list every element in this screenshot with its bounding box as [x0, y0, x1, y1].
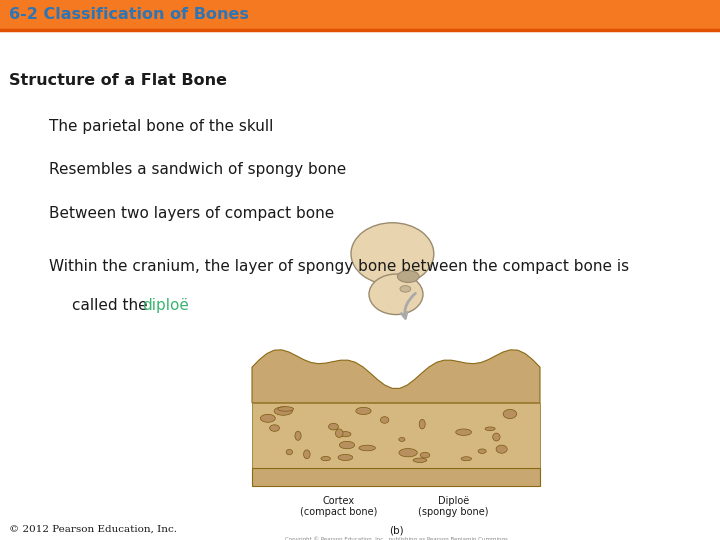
Ellipse shape	[478, 449, 486, 454]
Bar	[252, 468, 540, 486]
Text: Structure of a Flat Bone: Structure of a Flat Bone	[9, 73, 227, 88]
Text: Resembles a sandwich of spongy bone: Resembles a sandwich of spongy bone	[49, 162, 346, 177]
Bar	[0, 0, 720, 30]
Ellipse shape	[340, 431, 351, 437]
Text: called the: called the	[72, 298, 153, 313]
Ellipse shape	[492, 433, 500, 441]
Ellipse shape	[503, 409, 517, 418]
Ellipse shape	[269, 425, 279, 431]
Ellipse shape	[321, 456, 330, 461]
Ellipse shape	[336, 429, 343, 437]
Ellipse shape	[261, 414, 275, 422]
Text: Cortex
(compact bone): Cortex (compact bone)	[300, 496, 377, 517]
Ellipse shape	[400, 286, 410, 292]
Ellipse shape	[397, 271, 419, 282]
Ellipse shape	[413, 458, 427, 462]
Text: The parietal bone of the skull: The parietal bone of the skull	[49, 119, 274, 134]
Polygon shape	[252, 350, 540, 403]
Text: Diplоë
(spongy bone): Diplоë (spongy bone)	[418, 496, 489, 517]
Ellipse shape	[496, 445, 507, 453]
Text: Copyright © Pearson Education, Inc., publishing as Pearson Benjamin Cummings: Copyright © Pearson Education, Inc., pub…	[284, 536, 508, 540]
Ellipse shape	[274, 407, 292, 415]
Text: 6-2 Classification of Bones: 6-2 Classification of Bones	[9, 8, 248, 22]
Ellipse shape	[420, 453, 430, 458]
Text: (b): (b)	[389, 525, 403, 536]
Ellipse shape	[338, 454, 353, 461]
Text: Within the cranium, the layer of spongy bone between the compact bone is: Within the cranium, the layer of spongy …	[49, 259, 629, 274]
Bar	[252, 403, 540, 468]
Ellipse shape	[485, 427, 495, 430]
Text: © 2012 Pearson Education, Inc.: © 2012 Pearson Education, Inc.	[9, 524, 176, 534]
Ellipse shape	[380, 417, 389, 423]
Ellipse shape	[399, 449, 418, 457]
Ellipse shape	[286, 449, 292, 455]
Ellipse shape	[304, 450, 310, 458]
Ellipse shape	[456, 429, 472, 435]
Ellipse shape	[339, 441, 355, 449]
Text: diploë: diploë	[143, 298, 189, 313]
Ellipse shape	[399, 437, 405, 441]
Ellipse shape	[328, 423, 338, 430]
Text: Between two layers of compact bone: Between two layers of compact bone	[49, 206, 334, 221]
Ellipse shape	[461, 457, 472, 461]
Ellipse shape	[369, 274, 423, 314]
Ellipse shape	[278, 407, 294, 411]
Ellipse shape	[351, 222, 433, 285]
Ellipse shape	[359, 445, 375, 451]
Ellipse shape	[356, 407, 371, 415]
Ellipse shape	[295, 431, 301, 440]
Ellipse shape	[419, 420, 426, 429]
